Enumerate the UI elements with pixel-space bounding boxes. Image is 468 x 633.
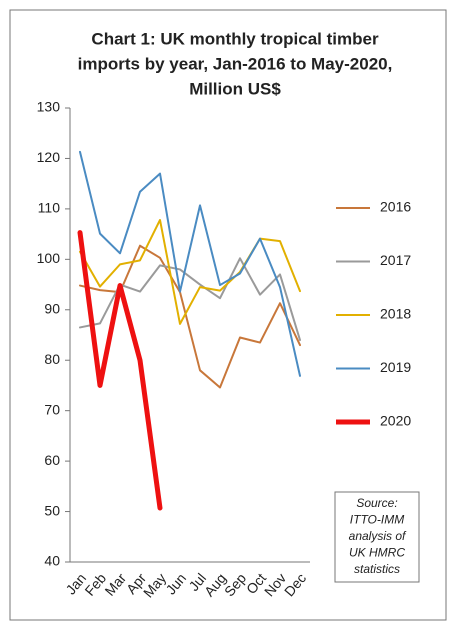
chart-title: Million US$ bbox=[189, 79, 281, 98]
y-tick-label: 40 bbox=[44, 553, 60, 569]
source-text: analysis of bbox=[349, 529, 407, 543]
source-text: statistics bbox=[354, 562, 400, 576]
legend-label: 2016 bbox=[380, 199, 411, 215]
legend-label: 2018 bbox=[380, 306, 411, 322]
y-tick-label: 50 bbox=[44, 502, 60, 518]
legend-label: 2019 bbox=[380, 359, 411, 375]
source-text: ITTO-IMM bbox=[350, 513, 404, 527]
chart-border bbox=[9, 9, 447, 621]
series-line bbox=[79, 218, 301, 325]
legend-label: 2020 bbox=[380, 413, 411, 429]
y-tick-label: 120 bbox=[37, 149, 61, 165]
x-tick-label: Dec bbox=[281, 570, 309, 599]
legend-label: 2017 bbox=[380, 252, 411, 268]
source-text: Source: bbox=[356, 496, 397, 510]
y-tick-label: 130 bbox=[37, 99, 61, 115]
series-line bbox=[79, 150, 301, 377]
y-tick-label: 100 bbox=[37, 250, 61, 266]
y-tick-label: 110 bbox=[38, 200, 61, 216]
y-tick-label: 60 bbox=[44, 452, 60, 468]
y-tick-label: 80 bbox=[44, 351, 60, 367]
y-tick-label: 90 bbox=[44, 300, 60, 316]
series-line bbox=[77, 230, 163, 511]
source-text: UK HMRC bbox=[349, 546, 405, 560]
y-tick-label: 70 bbox=[44, 401, 60, 417]
chart-title: Chart 1: UK monthly tropical timber bbox=[91, 29, 379, 48]
source-box bbox=[334, 491, 420, 583]
chart-title: imports by year, Jan-2016 to May-2020, bbox=[78, 54, 393, 73]
